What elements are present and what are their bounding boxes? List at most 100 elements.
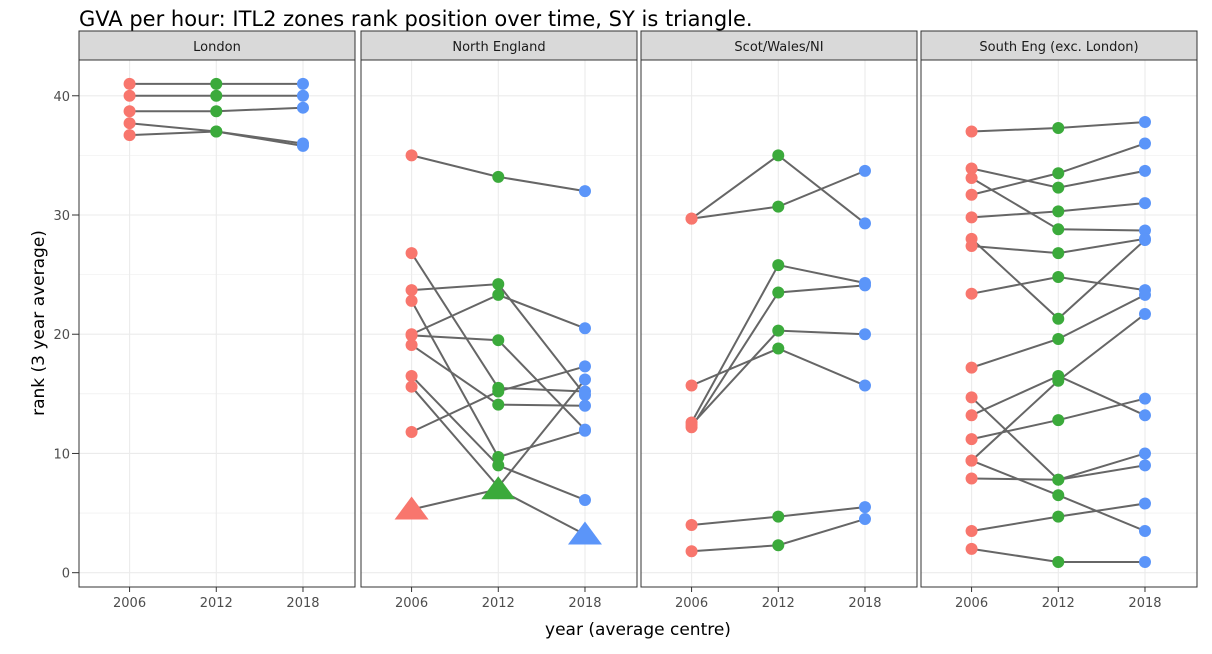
data-point-2006: [123, 129, 136, 142]
data-point-2012: [1052, 121, 1065, 134]
data-point-2006: [965, 240, 978, 252]
data-point-2012: [1052, 205, 1065, 218]
data-point-2018: [1138, 224, 1151, 237]
data-point-2018: [578, 185, 591, 198]
data-point-2006: [965, 211, 978, 224]
data-point-2018: [578, 389, 591, 402]
data-point-2018: [578, 423, 591, 436]
data-point-2012: [1052, 167, 1065, 180]
data-point-2006: [405, 247, 418, 260]
data-point-2006: [123, 89, 136, 102]
x-tick-label: 2012: [200, 596, 233, 611]
data-point-2012: [1052, 489, 1065, 502]
data-point-2006: [123, 105, 136, 118]
data-point-2018: [1138, 497, 1151, 510]
data-point-2018: [578, 322, 591, 335]
data-point-2006: [405, 284, 418, 297]
data-point-2006: [965, 188, 978, 201]
data-point-2018: [858, 328, 871, 341]
facet-strip-label: South Eng (exc. London): [979, 40, 1138, 55]
data-point-2018: [1138, 392, 1151, 405]
data-point-2018: [858, 279, 871, 292]
data-point-2012: [772, 539, 785, 552]
data-point-2012: [492, 288, 505, 301]
data-point-2012: [492, 451, 505, 464]
facet-strip-label: North England: [452, 40, 545, 55]
data-point-2006: [965, 409, 978, 422]
data-point-2006: [965, 433, 978, 446]
data-point-2006: [965, 162, 978, 175]
x-tick-label: 2006: [675, 596, 708, 611]
data-point-2006: [123, 77, 136, 90]
data-point-2018: [296, 137, 309, 150]
data-point-2012: [1052, 510, 1065, 523]
panel-border: [640, 59, 918, 588]
data-point-2012: [772, 286, 785, 299]
data-point-2018: [1138, 459, 1151, 472]
data-point-2018: [1138, 116, 1151, 128]
data-point-2018: [1138, 409, 1151, 422]
data-point-2006: [965, 361, 978, 374]
panel-north-england: North England 2006 2012 2018: [360, 30, 638, 611]
data-point-2012: [210, 77, 223, 90]
facet-strip: [78, 30, 356, 61]
data-point-2012: [492, 385, 505, 398]
data-point-2012: [772, 324, 785, 337]
data-point-2006: [405, 369, 418, 382]
data-point-2006: [965, 172, 978, 185]
data-point-2018: [578, 493, 591, 506]
x-tick-label: 2006: [113, 596, 146, 611]
facet-strip-label: Scot/Wales/NI: [734, 40, 823, 55]
data-point-2018: [296, 89, 309, 102]
data-point-2018: [1138, 232, 1151, 245]
data-point-2006: [405, 426, 418, 438]
data-point-2012: [210, 89, 223, 102]
data-point-2012: [1052, 374, 1065, 387]
y-tick-label: 0: [62, 567, 70, 582]
data-point-2006: [965, 287, 978, 300]
data-point-triangle-2012: [481, 476, 516, 500]
data-point-2012: [772, 259, 785, 272]
x-tick-label: 2018: [848, 596, 881, 611]
data-point-triangle-2018: [567, 521, 602, 545]
chart-title: GVA per hour: ITL2 zones rank position o…: [79, 7, 753, 31]
panel-border: [78, 59, 356, 588]
data-point-2006: [965, 391, 978, 404]
data-point-2018: [858, 217, 871, 230]
data-point-2012: [1052, 247, 1065, 260]
y-tick-label: 40: [53, 90, 70, 105]
data-point-2006: [405, 149, 418, 162]
x-tick-label: 2006: [955, 596, 988, 611]
data-point-2012: [210, 125, 223, 138]
data-point-2012: [492, 334, 505, 347]
data-point-2012: [772, 200, 785, 213]
x-tick-label: 2012: [482, 596, 515, 611]
data-point-2012: [772, 342, 785, 355]
data-point-2006: [405, 294, 418, 307]
y-tick-label: 10: [53, 447, 70, 462]
x-axis-label: year (average centre): [545, 620, 731, 640]
data-point-2018: [1138, 447, 1151, 460]
data-point-2006: [123, 117, 136, 130]
panel-south-eng-exc-london-: South Eng (exc. London) 2006 2012 2018: [920, 30, 1198, 611]
data-point-2012: [1052, 181, 1065, 194]
data-point-2018: [858, 164, 871, 177]
y-tick-label: 30: [53, 209, 70, 224]
data-point-2018: [1138, 164, 1151, 177]
panel-border: [360, 59, 638, 588]
x-tick-label: 2012: [1042, 596, 1075, 611]
data-point-2018: [1138, 524, 1151, 537]
panel-border: [920, 59, 1198, 588]
data-point-2018: [1138, 137, 1151, 150]
x-tick-label: 2012: [762, 596, 795, 611]
data-point-2012: [1052, 414, 1065, 427]
data-point-2018: [296, 101, 309, 114]
data-point-2012: [1052, 223, 1065, 236]
data-point-2018: [1138, 555, 1151, 568]
data-point-2018: [858, 501, 871, 514]
data-point-2012: [492, 278, 505, 291]
data-point-2006: [965, 472, 978, 485]
data-point-2018: [1138, 288, 1151, 301]
